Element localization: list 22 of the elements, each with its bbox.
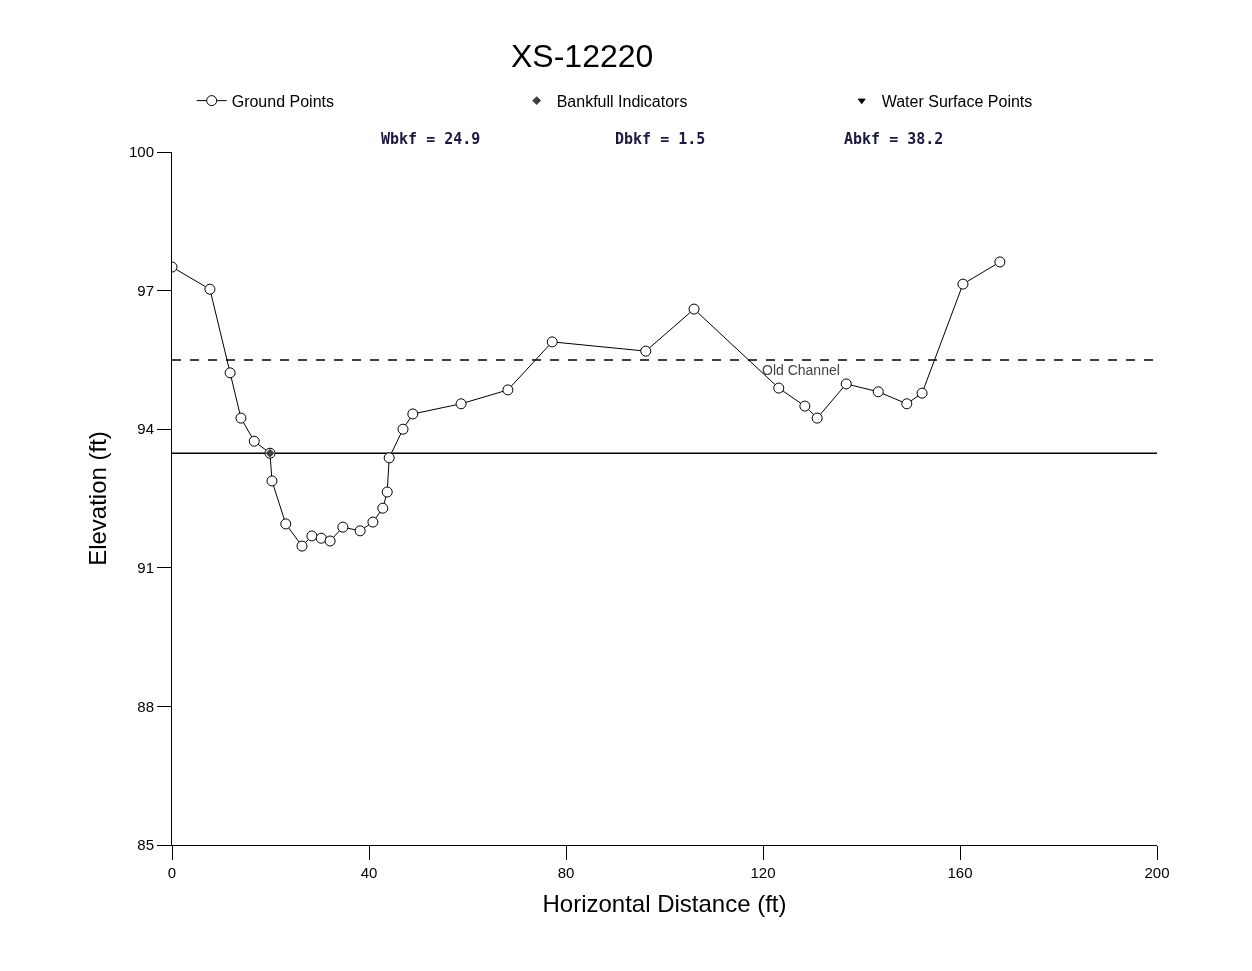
- x-tick-label: 0: [167, 864, 177, 881]
- x-tick-label: 120: [750, 864, 776, 881]
- legend-label: Ground Points: [231, 92, 334, 110]
- y-tick-label: 91: [137, 559, 154, 577]
- chart-title: XS-12220: [511, 38, 654, 75]
- text: Abkf = 38.2: [844, 130, 944, 148]
- legend-label: Water Surface Points: [881, 92, 1033, 110]
- y-tick-label: 94: [137, 420, 154, 438]
- x-tick-label: 40: [360, 864, 378, 881]
- x-tick-label: 160: [947, 864, 973, 881]
- ref-line-label: Old Channel: [762, 362, 840, 378]
- legend-label: Bankfull Indicators: [556, 92, 688, 110]
- x-tick-label: 80: [557, 864, 575, 881]
- y-tick-label: 85: [137, 836, 154, 854]
- text: Wbkf = 24.9: [381, 130, 481, 148]
- y-tick-label: 88: [137, 697, 154, 715]
- x-tick-label: 200: [1144, 864, 1170, 881]
- y-axis-title: Elevation (ft): [84, 431, 112, 566]
- text: Dbkf = 1.5: [615, 130, 706, 148]
- x-axis-title: Horizontal Distance (ft): [542, 890, 787, 918]
- y-tick-label: 97: [137, 281, 154, 299]
- y-tick-label: 100: [128, 143, 154, 161]
